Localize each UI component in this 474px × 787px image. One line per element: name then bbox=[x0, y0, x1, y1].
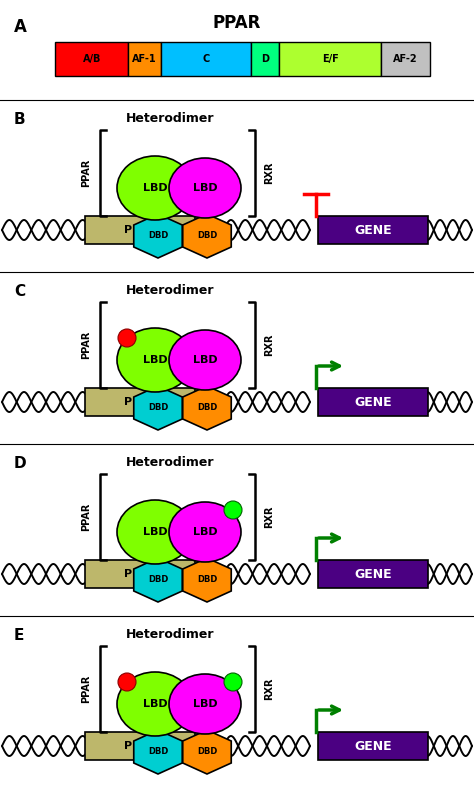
FancyBboxPatch shape bbox=[161, 42, 251, 76]
Text: DBD: DBD bbox=[197, 575, 217, 585]
Circle shape bbox=[224, 673, 242, 691]
FancyBboxPatch shape bbox=[85, 388, 195, 416]
Ellipse shape bbox=[117, 328, 193, 392]
Text: Heterodimer: Heterodimer bbox=[126, 284, 214, 297]
Text: RXR: RXR bbox=[264, 678, 274, 700]
Ellipse shape bbox=[169, 158, 241, 218]
Text: Heterodimer: Heterodimer bbox=[126, 456, 214, 469]
Text: PPAR: PPAR bbox=[81, 503, 91, 531]
Text: PPAR: PPAR bbox=[81, 331, 91, 359]
Text: RXR: RXR bbox=[264, 334, 274, 357]
FancyBboxPatch shape bbox=[55, 42, 128, 76]
Text: GENE: GENE bbox=[354, 224, 392, 237]
Ellipse shape bbox=[117, 672, 193, 736]
Text: Heterodimer: Heterodimer bbox=[126, 628, 214, 641]
FancyBboxPatch shape bbox=[318, 560, 428, 588]
Ellipse shape bbox=[117, 500, 193, 564]
Text: LBD: LBD bbox=[193, 355, 217, 365]
Ellipse shape bbox=[169, 674, 241, 734]
Text: C: C bbox=[14, 284, 25, 299]
Text: A: A bbox=[14, 18, 27, 36]
FancyBboxPatch shape bbox=[128, 42, 161, 76]
Text: RXR: RXR bbox=[264, 162, 274, 184]
Text: C: C bbox=[202, 54, 210, 64]
Polygon shape bbox=[183, 214, 231, 258]
Text: AF-1: AF-1 bbox=[132, 54, 157, 64]
Text: LBD: LBD bbox=[143, 527, 167, 537]
Circle shape bbox=[224, 501, 242, 519]
FancyBboxPatch shape bbox=[318, 388, 428, 416]
Text: PPRE: PPRE bbox=[124, 397, 156, 407]
Text: B: B bbox=[14, 112, 26, 127]
Polygon shape bbox=[134, 386, 182, 430]
Text: AF-2: AF-2 bbox=[393, 54, 418, 64]
FancyBboxPatch shape bbox=[318, 216, 428, 244]
FancyBboxPatch shape bbox=[85, 560, 195, 588]
Text: DBD: DBD bbox=[148, 748, 168, 756]
Text: LBD: LBD bbox=[193, 527, 217, 537]
Text: DBD: DBD bbox=[148, 575, 168, 585]
Polygon shape bbox=[183, 386, 231, 430]
FancyBboxPatch shape bbox=[251, 42, 279, 76]
Text: DBD: DBD bbox=[197, 404, 217, 412]
Text: A/B: A/B bbox=[82, 54, 101, 64]
FancyBboxPatch shape bbox=[279, 42, 381, 76]
Text: D: D bbox=[261, 54, 269, 64]
Text: PPRE: PPRE bbox=[124, 569, 156, 579]
Ellipse shape bbox=[117, 156, 193, 220]
Ellipse shape bbox=[169, 502, 241, 562]
Text: PPAR: PPAR bbox=[81, 674, 91, 704]
Text: LBD: LBD bbox=[143, 355, 167, 365]
Text: LBD: LBD bbox=[193, 699, 217, 709]
Polygon shape bbox=[183, 558, 231, 602]
Text: D: D bbox=[14, 456, 27, 471]
Text: LBD: LBD bbox=[193, 183, 217, 193]
Text: PPAR: PPAR bbox=[81, 159, 91, 187]
Circle shape bbox=[118, 329, 136, 347]
Text: DBD: DBD bbox=[148, 231, 168, 241]
Text: Heterodimer: Heterodimer bbox=[126, 112, 214, 125]
FancyBboxPatch shape bbox=[85, 216, 195, 244]
Text: GENE: GENE bbox=[354, 396, 392, 408]
Ellipse shape bbox=[169, 330, 241, 390]
Text: PPRE: PPRE bbox=[124, 741, 156, 751]
FancyBboxPatch shape bbox=[85, 732, 195, 760]
FancyBboxPatch shape bbox=[381, 42, 430, 76]
Text: RXR: RXR bbox=[264, 506, 274, 528]
Text: E/F: E/F bbox=[322, 54, 338, 64]
Circle shape bbox=[118, 673, 136, 691]
Polygon shape bbox=[134, 558, 182, 602]
Text: LBD: LBD bbox=[143, 183, 167, 193]
Text: PPAR: PPAR bbox=[213, 14, 261, 32]
Text: PPRE: PPRE bbox=[124, 225, 156, 235]
Text: DBD: DBD bbox=[197, 231, 217, 241]
Polygon shape bbox=[183, 730, 231, 774]
FancyBboxPatch shape bbox=[318, 732, 428, 760]
Text: E: E bbox=[14, 628, 24, 643]
Text: GENE: GENE bbox=[354, 567, 392, 581]
Polygon shape bbox=[134, 730, 182, 774]
Text: LBD: LBD bbox=[143, 699, 167, 709]
Text: GENE: GENE bbox=[354, 740, 392, 752]
Polygon shape bbox=[134, 214, 182, 258]
Text: DBD: DBD bbox=[197, 748, 217, 756]
Text: DBD: DBD bbox=[148, 404, 168, 412]
